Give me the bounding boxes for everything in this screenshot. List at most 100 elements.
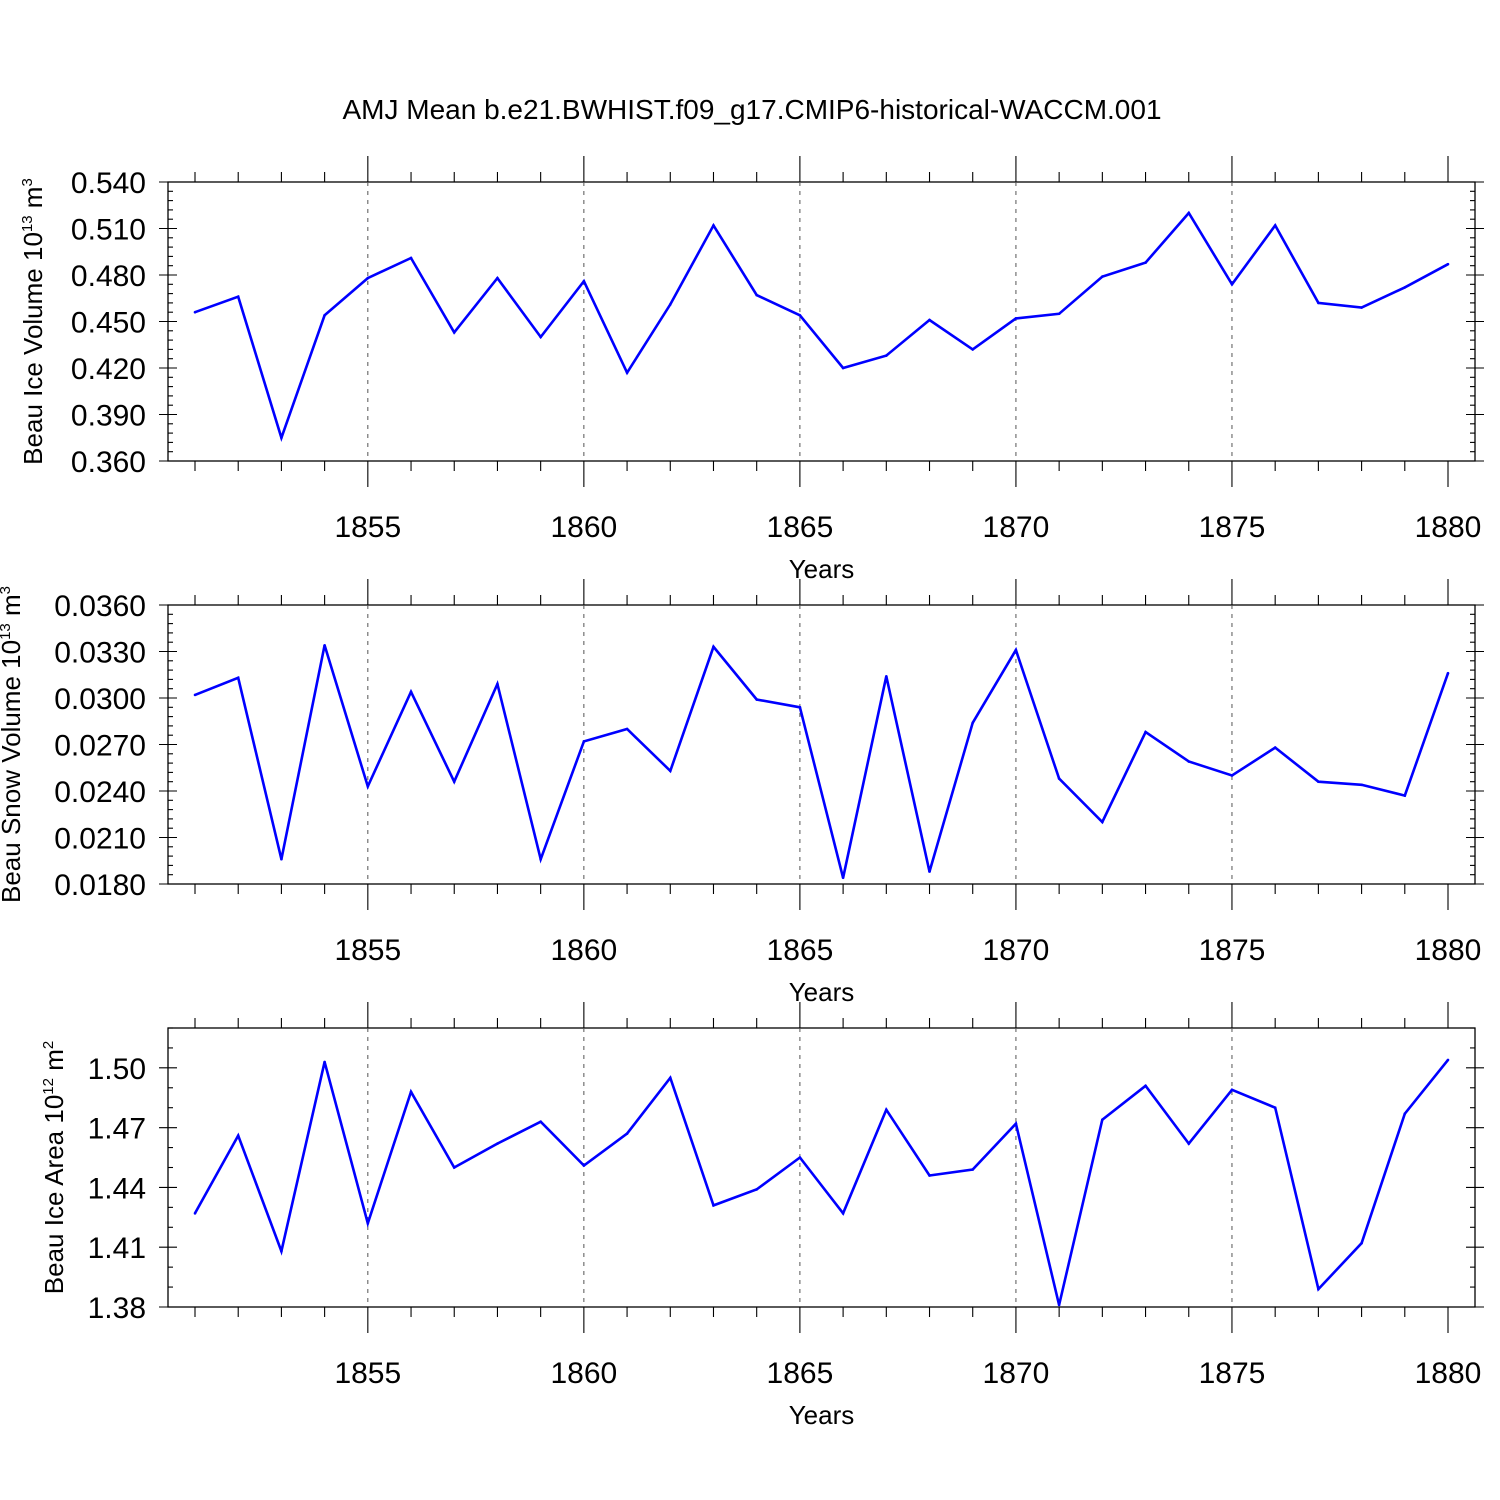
y-axis-title-exponent: 12: [40, 1078, 57, 1095]
data-point: [841, 366, 845, 370]
data-point: [366, 785, 370, 788]
data-point: [712, 645, 715, 649]
data-point: [1273, 224, 1277, 227]
y-axis-title-exponent: 13: [19, 215, 36, 232]
data-point: [971, 721, 975, 725]
y-axis-title-main: Beau Ice Area 10: [39, 1095, 69, 1294]
data-point: [323, 644, 326, 647]
x-tick-label: 1855: [334, 934, 401, 967]
data-point: [1403, 286, 1407, 289]
data-point: [1273, 746, 1277, 749]
data-point: [1360, 306, 1363, 309]
data-point: [409, 1090, 413, 1094]
y-tick-label: 0.0270: [54, 730, 146, 763]
x-tick-label: 1875: [1199, 934, 1266, 967]
data-point: [236, 295, 240, 299]
y-tick-label: 0.360: [71, 446, 146, 479]
data-point: [582, 1164, 586, 1167]
data-point: [625, 727, 629, 731]
data-series-line: [194, 644, 1450, 879]
x-tick-label: 1860: [550, 511, 617, 544]
x-tick-label: 1870: [983, 1357, 1050, 1390]
data-point: [928, 870, 931, 873]
data-point: [1187, 211, 1191, 215]
y-tick-label: 1.41: [88, 1232, 146, 1265]
data-point: [712, 224, 715, 227]
x-tick-label: 1860: [550, 934, 617, 967]
data-point: [1403, 1112, 1407, 1115]
x-axis-title: Years: [789, 1400, 855, 1430]
data-point: [1360, 783, 1363, 787]
data-point: [409, 256, 413, 260]
data-point: [496, 682, 499, 686]
data-point: [280, 857, 283, 861]
y-tick-label: 0.390: [71, 400, 146, 433]
data-point: [409, 690, 413, 694]
x-tick-label: 1855: [334, 511, 401, 544]
data-point: [841, 1212, 845, 1215]
data-point: [582, 740, 586, 743]
data-point: [452, 331, 456, 334]
data-point: [1057, 777, 1061, 780]
data-point: [668, 1076, 672, 1080]
chart-panel-3: 1.38 1.41 1.44 1.47 1.50 1855 1860 1865 1870 1875…: [39, 1002, 1484, 1430]
data-point: [755, 293, 758, 297]
data-point: [928, 1174, 931, 1177]
data-point: [625, 1132, 629, 1135]
x-tick-label: 1880: [1415, 934, 1482, 967]
data-point: [798, 314, 802, 317]
data-point: [366, 1222, 370, 1225]
y-tick-label: 1.50: [88, 1053, 146, 1086]
x-tick-label: 1875: [1199, 511, 1266, 544]
x-tick-label: 1870: [983, 511, 1050, 544]
data-point: [668, 769, 672, 773]
data-point: [1360, 1241, 1363, 1245]
data-point: [841, 876, 845, 880]
data-point: [1230, 1088, 1234, 1092]
y-axis-title-unit-exponent: 3: [0, 586, 14, 594]
y-tick-label: 0.0210: [54, 823, 146, 856]
data-point: [1144, 1084, 1147, 1088]
data-point: [193, 693, 197, 697]
y-axis-title-unit: m: [0, 594, 26, 623]
data-point: [668, 303, 672, 306]
data-point: [323, 1060, 326, 1064]
x-tick-label: 1880: [1415, 511, 1482, 544]
y-tick-label: 0.0300: [54, 683, 146, 716]
data-point: [625, 371, 629, 374]
data-point: [798, 706, 802, 709]
data-point: [1187, 760, 1191, 763]
y-tick-label: 0.0180: [54, 869, 146, 902]
data-point: [193, 1212, 197, 1215]
x-tick-label: 1880: [1415, 1357, 1482, 1390]
data-series-line: [194, 210, 1449, 442]
data-point: [1317, 780, 1320, 783]
data-point: [236, 676, 240, 680]
data-point: [798, 1156, 802, 1159]
y-tick-label: 1.44: [88, 1172, 146, 1205]
y-axis-title: Beau Ice Area 1012 m2: [39, 1041, 69, 1294]
data-point: [1317, 301, 1320, 305]
data-point: [452, 1166, 456, 1169]
data-point: [755, 1188, 758, 1191]
y-tick-label: 0.540: [71, 167, 146, 200]
data-point: [1187, 1142, 1191, 1145]
data-point: [971, 1168, 975, 1171]
x-tick-label: 1865: [767, 1357, 834, 1390]
data-point: [236, 1134, 240, 1137]
data-point: [971, 348, 975, 351]
data-point: [1057, 1303, 1061, 1307]
data-point: [1446, 262, 1450, 266]
data-point: [323, 314, 326, 317]
x-tick-label: 1875: [1199, 1357, 1266, 1390]
data-point: [1446, 1058, 1450, 1062]
y-tick-label: 0.420: [71, 353, 146, 386]
data-point: [885, 675, 888, 678]
data-point: [1101, 1118, 1104, 1121]
data-point: [1230, 774, 1234, 777]
data-point: [1144, 261, 1147, 264]
data-point: [1014, 1122, 1018, 1125]
x-tick-label: 1870: [983, 934, 1050, 967]
